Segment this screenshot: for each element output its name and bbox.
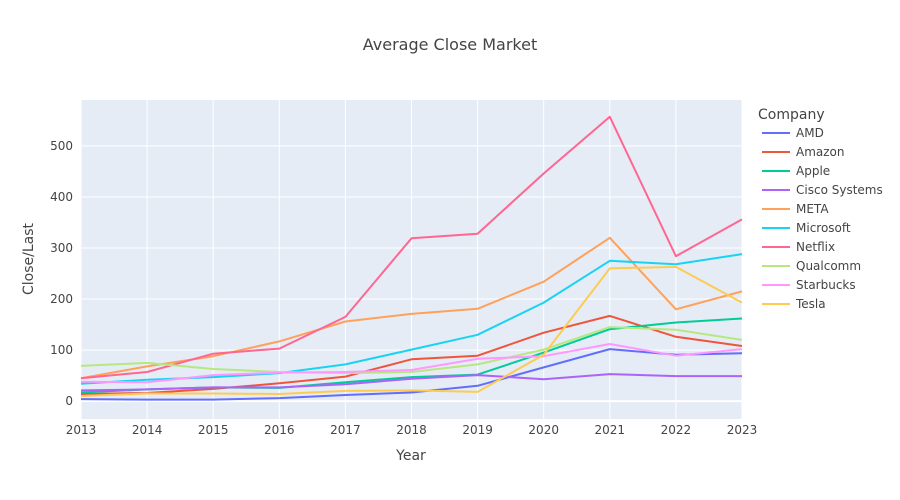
legend: Company AMD Amazon Apple Cisco Systems META M… bbox=[758, 107, 883, 311]
series-line-starbucks bbox=[80, 343, 743, 384]
x-tick-label: 2013 bbox=[66, 423, 97, 437]
legend-item-netflix: Netflix bbox=[796, 240, 835, 254]
y-axis-ticks: 0 100 200 300 400 500 bbox=[50, 139, 73, 408]
x-tick-label: 2015 bbox=[198, 423, 229, 437]
series-line-cisco-systems bbox=[80, 373, 742, 392]
y-tick-label: 0 bbox=[65, 394, 73, 408]
y-tick-label: 300 bbox=[50, 241, 73, 255]
x-tick-label: 2021 bbox=[595, 423, 626, 437]
chart-title: Average Close Market bbox=[363, 35, 537, 54]
legend-title: Company bbox=[758, 107, 825, 123]
legend-item-meta: META bbox=[796, 202, 829, 216]
x-tick-label: 2019 bbox=[462, 423, 493, 437]
legend-item-amd: AMD bbox=[796, 126, 824, 140]
grid-lines bbox=[80, 100, 743, 419]
y-tick-label: 400 bbox=[50, 190, 73, 204]
series-line-tesla bbox=[80, 265, 743, 397]
y-tick-label: 100 bbox=[50, 343, 73, 357]
legend-item-qualcomm: Qualcomm bbox=[796, 259, 861, 273]
x-axis-title: Year bbox=[395, 448, 426, 464]
legend-item-cisco-systems: Cisco Systems bbox=[796, 183, 883, 197]
legend-item-microsoft: Microsoft bbox=[796, 221, 851, 235]
series-line-netflix bbox=[80, 115, 743, 380]
x-tick-label: 2016 bbox=[264, 423, 295, 437]
legend-item-starbucks: Starbucks bbox=[796, 278, 856, 292]
series-lines bbox=[80, 115, 743, 401]
series-line-amazon bbox=[80, 314, 743, 395]
x-tick-label: 2018 bbox=[396, 423, 427, 437]
series-line-amd bbox=[80, 348, 743, 401]
y-tick-label: 200 bbox=[50, 292, 73, 306]
x-tick-label: 2022 bbox=[661, 423, 692, 437]
series-line-qualcomm bbox=[80, 326, 743, 375]
x-tick-label: 2020 bbox=[528, 423, 559, 437]
legend-item-tesla: Tesla bbox=[795, 297, 826, 311]
y-tick-label: 500 bbox=[50, 139, 73, 153]
legend-item-amazon: Amazon bbox=[796, 145, 845, 159]
x-tick-label: 2014 bbox=[132, 423, 163, 437]
x-tick-label: 2023 bbox=[727, 423, 758, 437]
legend-item-apple: Apple bbox=[796, 164, 830, 178]
x-axis-ticks: 2013 2014 2015 2016 2017 2018 2019 2020 2021 2022… bbox=[66, 423, 758, 437]
x-tick-label: 2017 bbox=[330, 423, 361, 437]
y-axis-title: Close/Last bbox=[21, 222, 37, 295]
